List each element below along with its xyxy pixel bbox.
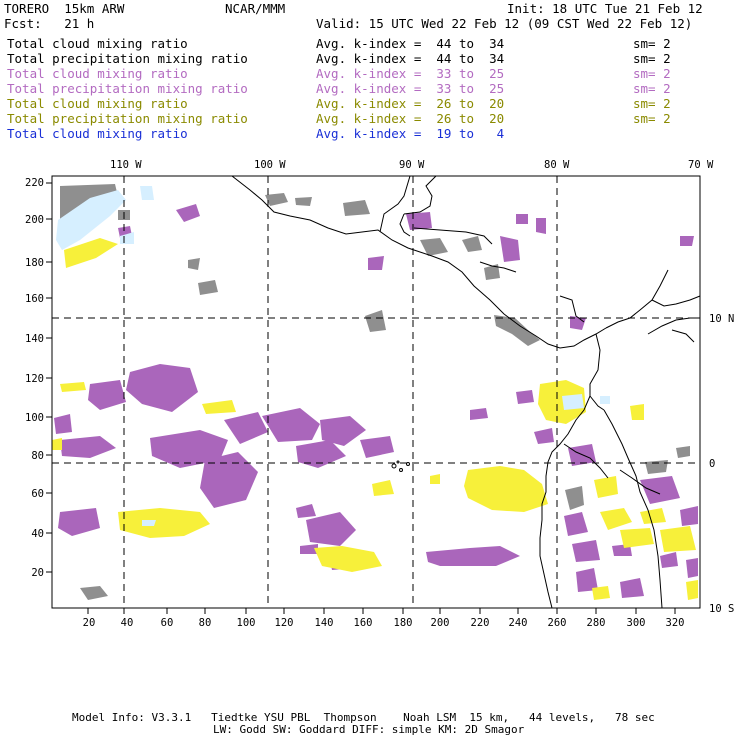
model-title: TORERO 15km ARW <box>4 1 125 16</box>
lon-label: 90 W <box>399 159 425 171</box>
model-info: Model Info: V3.3.1 Tiedtke YSU PBL Thomp… <box>72 711 655 724</box>
field-name: Total precipitation mixing ratio <box>7 81 248 96</box>
field-kindex: Avg. k-index = 19 to 4 <box>316 126 505 141</box>
init-time: Init: 18 UTC Tue 21 Feb 12 <box>507 1 703 16</box>
field-smoothing: sm= 2 <box>633 111 671 126</box>
y-tick-label: 40 <box>31 528 44 540</box>
x-tick-label: 120 <box>275 617 294 629</box>
x-tick-label: 260 <box>548 617 567 629</box>
x-tick-labels: 20 40 60 80 100 120 140 160 180 200 220 … <box>83 617 685 629</box>
y-tick-label: 180 <box>25 257 44 269</box>
y-tick-label: 140 <box>25 333 44 345</box>
y-tick-label: 200 <box>25 214 44 226</box>
lat-label: 0 <box>709 458 715 470</box>
y-tick-labels: 220 200 180 160 140 120 100 80 60 40 20 <box>25 177 44 579</box>
x-axis <box>87 608 676 614</box>
y-tick-label: 80 <box>31 450 44 462</box>
x-tick-label: 200 <box>431 617 450 629</box>
x-tick-label: 80 <box>199 617 212 629</box>
x-tick-label: 40 <box>121 617 134 629</box>
lon-label: 80 W <box>544 159 570 171</box>
field-smoothing: sm= 2 <box>633 96 671 111</box>
y-tick-label: 60 <box>31 488 44 500</box>
field-name: Total precipitation mixing ratio <box>7 51 248 66</box>
field-kindex: Avg. k-index = 33 to 25 <box>316 81 505 96</box>
x-tick-label: 300 <box>627 617 646 629</box>
field-name: Total cloud mixing ratio <box>7 66 188 81</box>
field-smoothing: sm= 2 <box>633 36 671 51</box>
longitude-labels: 110 W 100 W 90 W 80 W 70 W <box>110 159 714 171</box>
purple-cloud-areas <box>54 204 698 598</box>
x-tick-label: 140 <box>315 617 334 629</box>
y-axis <box>46 182 52 573</box>
x-tick-label: 280 <box>587 617 606 629</box>
coastlines <box>231 175 701 609</box>
field-kindex: Avg. k-index = 26 to 20 <box>316 96 505 111</box>
galapagos-islands <box>391 460 410 472</box>
lon-label: 100 W <box>254 159 286 171</box>
field-smoothing: sm= 2 <box>633 66 671 81</box>
x-tick-label: 320 <box>666 617 685 629</box>
field-smoothing: sm= 2 <box>633 81 671 96</box>
x-tick-label: 100 <box>237 617 256 629</box>
y-tick-label: 20 <box>31 567 44 579</box>
x-tick-label: 160 <box>354 617 373 629</box>
field-kindex: Avg. k-index = 44 to 34 <box>316 51 505 66</box>
field-name: Total precipitation mixing ratio <box>7 111 248 126</box>
lon-label: 70 W <box>688 159 714 171</box>
field-name: Total cloud mixing ratio <box>7 36 188 51</box>
map-frame <box>51 175 701 609</box>
lat-label: 10 S <box>709 603 734 615</box>
forecast-hour: Fcst: 21 h <box>4 16 95 31</box>
y-tick-label: 160 <box>25 293 44 305</box>
lat-label: 10 N <box>709 313 734 325</box>
lightblue-cloud-areas <box>56 186 610 526</box>
x-tick-label: 20 <box>83 617 96 629</box>
field-smoothing: sm= 2 <box>633 51 671 66</box>
yellow-cloud-areas <box>52 238 698 600</box>
field-name: Total cloud mixing ratio <box>7 96 188 111</box>
x-tick-label: 60 <box>161 617 174 629</box>
y-tick-label: 100 <box>25 412 44 424</box>
lon-label: 110 W <box>110 159 142 171</box>
lat-lon-grid <box>52 176 700 608</box>
x-tick-label: 220 <box>471 617 490 629</box>
x-tick-label: 180 <box>394 617 413 629</box>
field-kindex: Avg. k-index = 26 to 20 <box>316 111 505 126</box>
field-kindex: Avg. k-index = 44 to 34 <box>316 36 505 51</box>
x-tick-label: 240 <box>509 617 528 629</box>
y-tick-label: 220 <box>25 177 44 189</box>
org-label: NCAR/MMM <box>225 1 286 16</box>
field-kindex: Avg. k-index = 33 to 25 <box>316 66 505 81</box>
field-name: Total cloud mixing ratio <box>7 126 188 141</box>
model-physics: LW: Godd SW: Goddard DIFF: simple KM: 2D… <box>213 723 525 736</box>
y-tick-label: 120 <box>25 373 44 385</box>
valid-time: Valid: 15 UTC Wed 22 Feb 12 (09 CST Wed … <box>316 16 693 31</box>
latitude-labels: 10 N 0 10 S <box>709 313 734 615</box>
